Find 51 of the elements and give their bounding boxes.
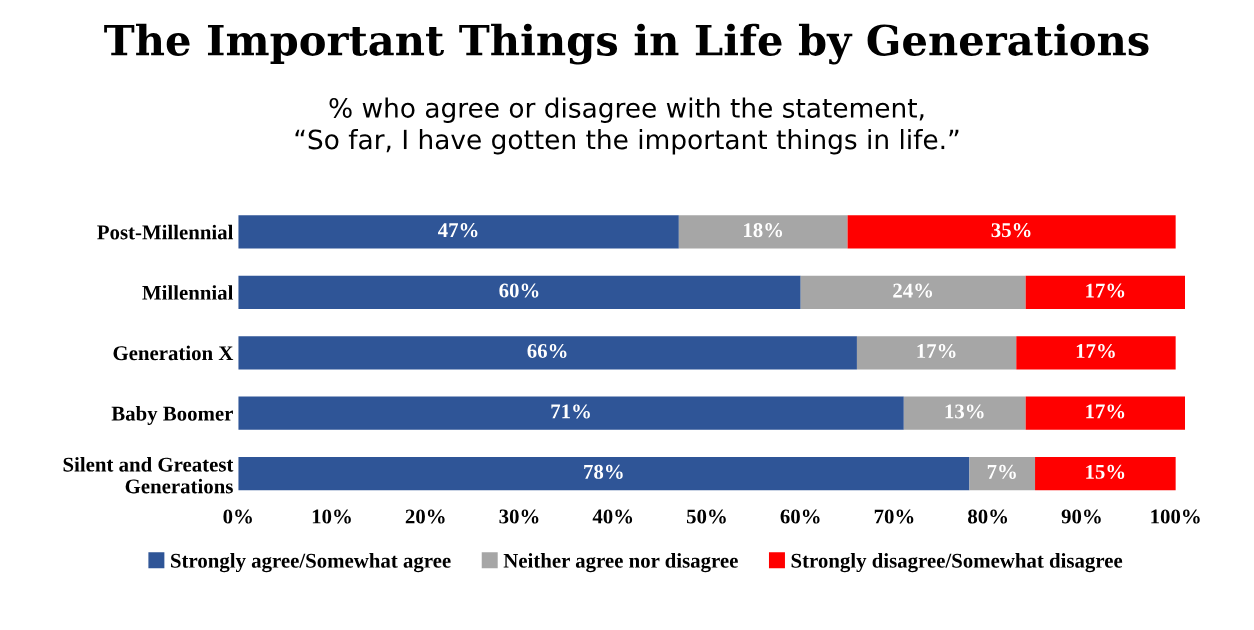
bar <box>1025 275 1186 309</box>
bar <box>856 336 1017 370</box>
x-tick-label: 60% <box>780 509 820 524</box>
data-label: 17% <box>1086 283 1125 298</box>
y-tick-label: Generation X <box>113 345 234 361</box>
x-tick-label: 20% <box>405 509 445 524</box>
legend-label: Neither agree nor disagree <box>503 553 738 573</box>
x-tick-label: 100% <box>1151 509 1200 524</box>
data-label: 13% <box>945 404 984 419</box>
bar <box>238 336 857 370</box>
bar <box>238 396 904 430</box>
bar <box>1025 396 1186 430</box>
y-tick-label: Silent and Greatest Generations <box>63 456 234 494</box>
data-label: 17% <box>1076 343 1115 359</box>
bar <box>238 215 679 249</box>
data-label: 24% <box>893 283 933 298</box>
x-tick-label: 10% <box>312 509 351 524</box>
y-tick-label: Baby Boomer <box>111 405 233 425</box>
data-label: 78% <box>584 464 623 479</box>
x-tick-label: 80% <box>968 509 1008 524</box>
x-tick-label: 0% <box>223 509 252 524</box>
data-label: 17% <box>917 343 956 359</box>
bar <box>969 457 1036 491</box>
legend-label: Strongly disagree/Somewhat disagree <box>791 553 1123 573</box>
data-label: 15% <box>1086 464 1125 479</box>
x-tick-label: 30% <box>499 509 539 524</box>
bar <box>678 215 848 249</box>
bar <box>903 396 1026 430</box>
x-tick-label: 40% <box>592 509 633 524</box>
y-tick-label: Post-Millennial <box>97 224 234 240</box>
bar <box>800 275 1026 309</box>
bar <box>1035 457 1176 491</box>
chart-subtitle: % who agree or disagree with the statement, “So far, I have gotten the important things in life.” <box>295 97 959 155</box>
data-label: 47% <box>438 223 478 238</box>
data-label: 60% <box>499 283 539 298</box>
data-label: 17% <box>1086 404 1125 419</box>
x-tick-label: 70% <box>874 509 914 524</box>
data-label: 18% <box>744 223 783 238</box>
y-tick-label: Millennial <box>142 285 234 300</box>
data-label: 35% <box>991 223 1031 238</box>
x-tick-label: 90% <box>1061 509 1101 524</box>
data-label: 7% <box>987 464 1016 479</box>
bar <box>238 275 801 309</box>
chart-title: The Important Things in Life by Generations <box>104 23 1149 65</box>
legend-label: Strongly agree/Somewhat agree <box>171 553 451 573</box>
x-tick-label: 50% <box>686 509 726 524</box>
bar <box>847 215 1176 249</box>
bar <box>238 457 970 491</box>
data-label: 71% <box>551 404 590 419</box>
bar <box>1016 336 1176 370</box>
data-label: 66% <box>527 343 567 359</box>
